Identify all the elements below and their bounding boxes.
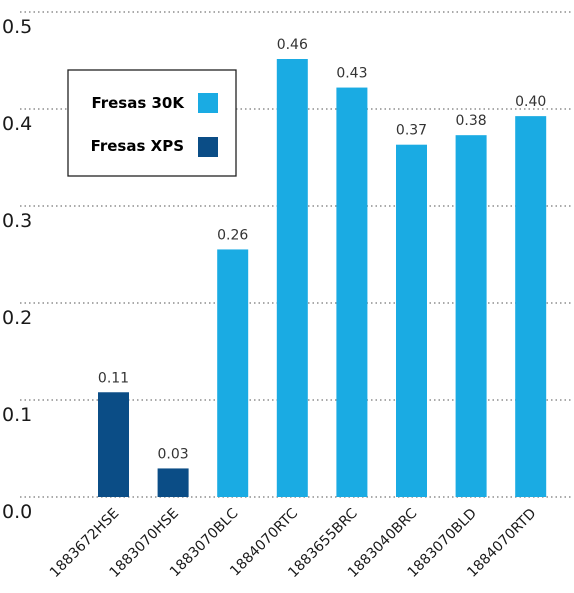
bars	[98, 59, 547, 497]
value-label: 0.03	[158, 446, 189, 462]
legend-label-fresas-xps: Fresas XPS	[91, 137, 184, 155]
bar	[157, 468, 189, 497]
value-label: 0.38	[456, 113, 487, 129]
value-label: 0.43	[336, 66, 367, 82]
value-label: 0.26	[217, 227, 248, 243]
bar	[515, 116, 547, 497]
value-label: 0.11	[98, 370, 129, 386]
legend-box	[67, 69, 237, 177]
bar	[276, 59, 308, 497]
value-label: 0.40	[515, 94, 546, 110]
y-tick-label: 0.5	[2, 16, 32, 38]
bar	[98, 392, 129, 497]
value-label: 0.46	[277, 37, 308, 53]
y-axis-ticks: 0.5 0.4 0.3 0.2 0.1 0.0	[2, 16, 32, 523]
value-label: 0.37	[396, 123, 427, 139]
bar	[396, 144, 427, 497]
legend-swatch-fresas-xps	[198, 137, 218, 157]
y-tick-label: 0.4	[2, 113, 32, 135]
legend-label-fresas-30k: Fresas 30K	[91, 94, 185, 112]
bar	[217, 249, 249, 497]
y-tick-label: 0.1	[2, 404, 32, 426]
value-labels: 0.11 0.03 0.26 0.46 0.43 0.37 0.38 0.40	[98, 37, 546, 462]
y-tick-label: 0.2	[2, 307, 32, 329]
bar	[455, 135, 487, 497]
y-tick-label: 0.0	[2, 501, 32, 523]
x-axis-labels: 1883672HSE1883070HSE1883070BLC1884070RTC…	[47, 505, 540, 581]
y-tick-label: 0.3	[2, 210, 32, 232]
bar	[336, 87, 368, 497]
legend: Fresas 30K Fresas XPS	[67, 69, 237, 177]
legend-swatch-fresas-30k	[198, 93, 218, 113]
